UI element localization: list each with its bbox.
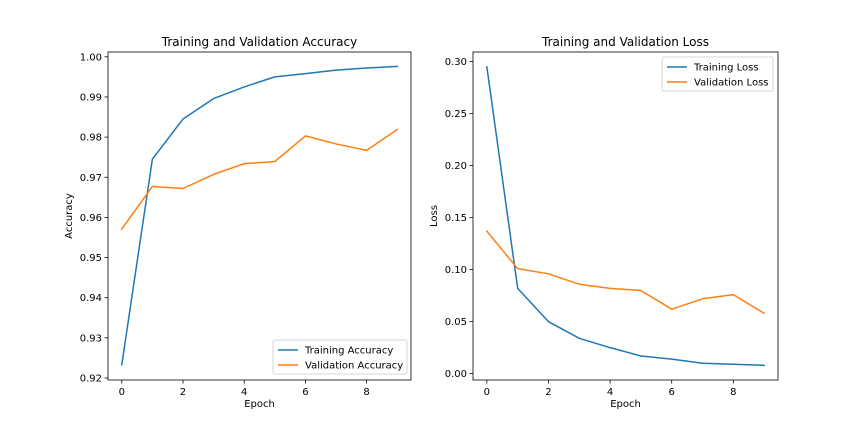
accuracy-legend-box: [272, 339, 408, 375]
accuracy-y-tick-label: 0.99: [80, 92, 102, 103]
accuracy-legend-label: Training Accuracy: [304, 346, 393, 357]
accuracy-chart: Training and Validation Accuracy 0 2 4 6 8 0.9…: [64, 35, 412, 410]
accuracy-y-tick-label: 1.00: [80, 52, 102, 63]
loss-legend-label: Training Loss: [693, 63, 759, 74]
loss-y-tick-label: 0.20: [445, 161, 467, 172]
accuracy-chart-title: Training and Validation Accuracy: [161, 35, 357, 49]
loss-y-tick-label: 0.25: [445, 109, 467, 120]
accuracy-axes-frame: [107, 51, 412, 381]
accuracy-legend: Training Accuracy Validation Accuracy: [272, 339, 408, 375]
loss-y-axis-label: Loss: [429, 205, 440, 227]
loss-chart: Training and Validation Loss 0 2 4 6 8 0.00 0.0…: [429, 35, 779, 410]
accuracy-series-line-training: [120, 65, 399, 366]
loss-legend-label: Validation Loss: [694, 78, 769, 89]
accuracy-y-tick-label: 0.98: [80, 133, 102, 144]
loss-series-line-validation: [485, 230, 766, 315]
accuracy-y-tick-label: 0.92: [80, 373, 102, 384]
accuracy-series-line-validation: [120, 128, 399, 231]
accuracy-x-tick-label: 2: [180, 387, 186, 398]
loss-series-line-training: [486, 66, 765, 367]
accuracy-y-tick-label: 0.95: [80, 253, 102, 264]
accuracy-x-tick-label: 4: [241, 387, 247, 398]
loss-x-tick-label: 4: [607, 387, 613, 398]
accuracy-x-tick-label: 0: [119, 387, 125, 398]
accuracy-x-tick-label: 6: [302, 387, 308, 398]
accuracy-y-axis-label: Accuracy: [64, 193, 75, 239]
loss-x-tick-label: 2: [545, 387, 551, 398]
loss-legend: Training Loss Validation Loss: [661, 56, 774, 92]
loss-x-tick-label: 0: [484, 387, 490, 398]
accuracy-y-tick-label: 0.93: [80, 333, 102, 344]
loss-y-tick-label: 0.05: [445, 317, 467, 328]
loss-y-tick-label: 0.30: [445, 57, 467, 68]
accuracy-y-tick-label: 0.96: [80, 213, 102, 224]
loss-y-tick-label: 0.10: [445, 265, 467, 276]
accuracy-x-tick-label: 8: [363, 387, 369, 398]
loss-x-tick-label: 6: [669, 387, 675, 398]
loss-axes-frame: [472, 51, 779, 381]
accuracy-y-tick-label: 0.97: [80, 173, 102, 184]
loss-x-axis-label: Epoch: [610, 399, 641, 410]
loss-chart-title: Training and Validation Loss: [541, 35, 709, 49]
accuracy-legend-label: Validation Accuracy: [305, 361, 403, 372]
accuracy-y-tick-label: 0.94: [80, 293, 102, 304]
loss-y-tick-label: 0.15: [445, 213, 467, 224]
accuracy-x-axis-label: Epoch: [244, 399, 275, 410]
loss-legend-box: [661, 56, 774, 92]
loss-x-tick-label: 8: [730, 387, 736, 398]
loss-y-tick-label: 0.00: [445, 369, 467, 380]
